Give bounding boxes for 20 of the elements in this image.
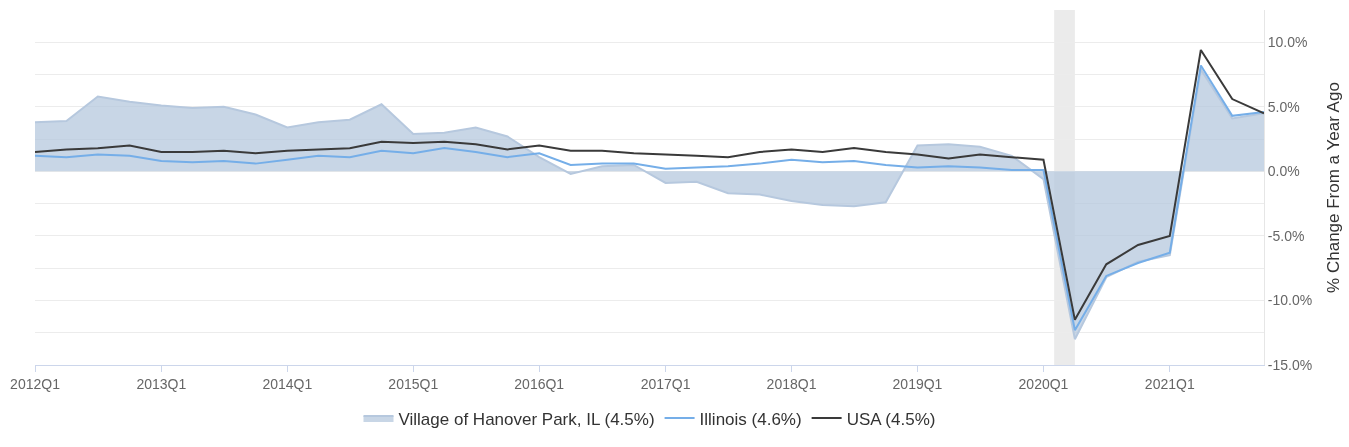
x-tick-label: 2012Q1 (10, 375, 61, 392)
legend-label: USA (4.5%) (846, 409, 936, 429)
y-tick-label: -10.0% (1267, 292, 1313, 309)
x-tick-label: 2016Q1 (514, 375, 565, 392)
y-tick-label: 5.0% (1267, 98, 1300, 115)
x-tick-label: 2017Q1 (640, 375, 691, 392)
x-tick-label: 2014Q1 (262, 375, 313, 392)
y-tick-label: 10.0% (1267, 34, 1308, 51)
y-tick-label: 0.0% (1267, 163, 1300, 180)
x-tick-label: 2013Q1 (136, 375, 187, 392)
y-tick-label: -15.0% (1267, 356, 1313, 373)
x-tick-label: 2020Q1 (1018, 375, 1069, 392)
y-tick-label: -5.0% (1267, 227, 1305, 244)
legend-label: Illinois (4.6%) (699, 409, 802, 429)
x-tick-label: 2015Q1 (388, 375, 439, 392)
legend-label: Village of Hanover Park, IL (4.5%) (398, 409, 655, 429)
x-tick-label: 2021Q1 (1144, 375, 1195, 392)
x-tick-label: 2018Q1 (766, 375, 817, 392)
x-tick-label: 2019Q1 (892, 375, 943, 392)
y-axis-title: % Change From a Year Ago (1323, 82, 1343, 293)
